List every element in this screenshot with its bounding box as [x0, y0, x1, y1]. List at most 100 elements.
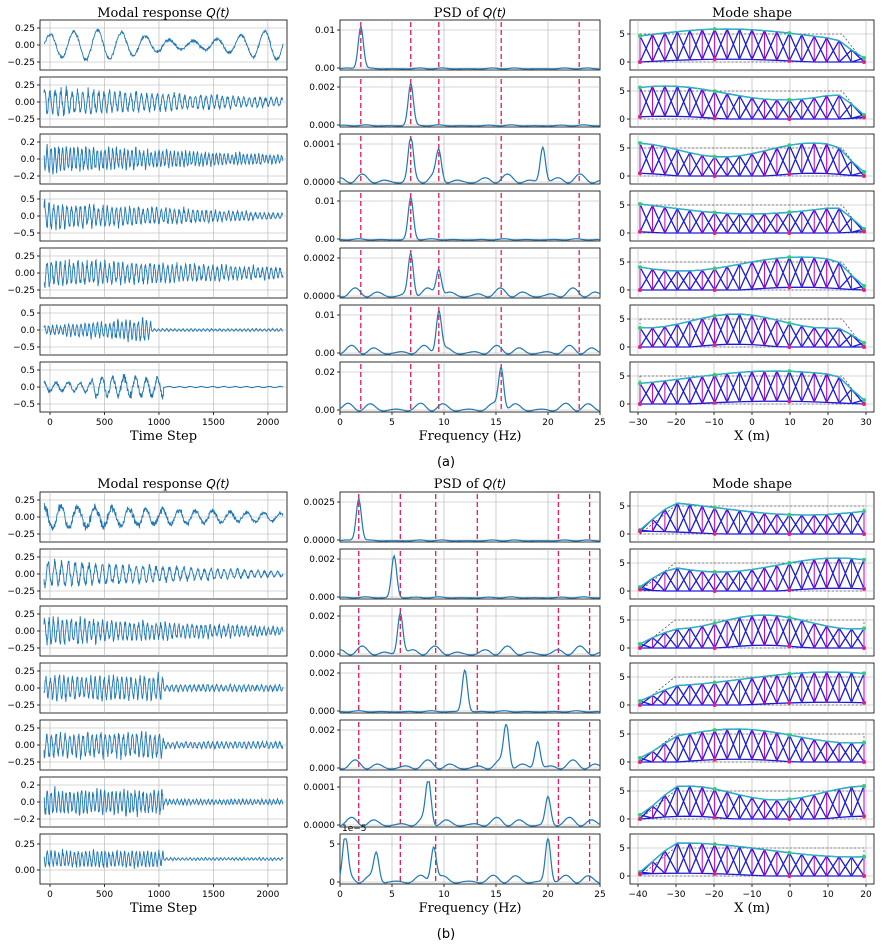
y-tick-label: 0.01	[315, 311, 335, 321]
truss-members	[639, 313, 865, 348]
node-marker	[862, 60, 866, 64]
time-response-axes: 0.25 0.00 −0.25	[7, 491, 288, 543]
response-line	[43, 27, 284, 62]
truss-verticals	[639, 86, 865, 119]
truss-members	[639, 85, 865, 120]
node-marker	[712, 27, 717, 32]
node-marker	[862, 532, 866, 536]
y-tick-label: 0	[619, 58, 625, 68]
node-marker	[862, 874, 866, 878]
psd-line	[339, 498, 600, 542]
node-marker	[638, 34, 642, 38]
node-marker	[638, 85, 642, 90]
response-line	[43, 199, 284, 231]
psd-axes: 0.0002 0.0000	[304, 247, 601, 302]
node-marker	[862, 854, 866, 859]
panel-caption: (a)	[437, 455, 455, 470]
node-marker	[787, 874, 792, 878]
y-tick-label: 5	[619, 502, 625, 512]
y-tick-label: −0.25	[7, 701, 35, 711]
mode-shape-axes: 05	[619, 491, 875, 543]
mode-shape-axes: 05	[619, 776, 875, 828]
axes-frame	[339, 190, 601, 242]
psd-line	[340, 669, 600, 713]
time-response-axes: 0.5 0.0 −0.5	[13, 304, 288, 356]
y-tick-label: 0.00	[15, 866, 35, 876]
node-marker	[862, 740, 866, 745]
node-marker	[712, 569, 717, 574]
y-tick-label: 0.0	[21, 212, 36, 222]
x-tick-label: 25	[594, 890, 605, 900]
y-tick-label: 0.002	[309, 669, 335, 679]
column-title: Modal response Q(t)	[97, 6, 230, 21]
node-marker	[787, 255, 792, 260]
node-marker	[638, 587, 642, 592]
y-tick-label: 0	[619, 115, 625, 125]
time-response-axes: 0.25 0.00 −0.25	[7, 548, 288, 600]
y-tick-label: 5	[619, 673, 625, 683]
time-response-axes: 0.25 0.00 −0.25	[7, 76, 288, 128]
y-tick-label: 5	[619, 315, 625, 325]
node-marker	[862, 586, 866, 591]
psd-axes: 0.01 0.00	[315, 19, 601, 74]
y-tick-label: −0.25	[7, 115, 35, 125]
y-tick-label: −0.5	[13, 400, 35, 410]
truss-top-chord	[639, 557, 865, 588]
axis-label: Time Step	[130, 901, 197, 916]
truss-members	[639, 557, 865, 592]
psd-axes: 5 0 1e−5 0 5 10 15 20 25	[329, 824, 605, 900]
y-tick-label: 0.25	[15, 610, 35, 620]
truss-verticals	[639, 314, 865, 347]
response-line	[43, 317, 284, 343]
truss-members	[639, 614, 865, 649]
y-tick-label: 0.002	[309, 612, 335, 622]
node-marker	[787, 399, 792, 404]
y-tick-label: 0.00	[15, 570, 35, 580]
x-tick-label: 15	[490, 890, 501, 900]
node-marker	[712, 116, 717, 121]
node-marker	[638, 325, 642, 330]
truss-members	[639, 842, 865, 877]
node-marker	[787, 321, 792, 326]
truss-members	[639, 502, 865, 535]
node-marker	[712, 342, 717, 347]
axes-frame	[339, 833, 601, 885]
node-marker	[787, 345, 792, 349]
node-marker	[787, 172, 792, 177]
truss-top-chord	[639, 28, 865, 59]
y-tick-label: 0.0000	[304, 536, 336, 546]
response-line	[43, 85, 284, 117]
y-tick-label: −0.5	[13, 229, 35, 239]
node-marker	[638, 703, 642, 707]
node-marker	[787, 817, 792, 821]
x-tick-label: 1000	[148, 418, 171, 428]
node-marker	[787, 850, 792, 855]
time-response-axes: 0.25 0.00 −0.25	[7, 605, 288, 657]
y-tick-label: 0	[619, 343, 625, 353]
axes-frame	[339, 304, 601, 356]
y-tick-label: 0	[619, 872, 625, 882]
truss-members	[639, 728, 865, 763]
axes-frame	[339, 76, 601, 128]
y-tick-label: 0.2	[21, 138, 35, 148]
x-tick-label: 0	[787, 890, 793, 900]
y-tick-label: 0	[619, 815, 625, 825]
y-tick-label: −0.25	[7, 530, 35, 540]
mode-shape-axes: 05	[619, 19, 875, 71]
psd-axes: 0.02 0.000 5 10 15 20 25	[315, 361, 606, 428]
truss-top-chord	[639, 370, 865, 401]
node-marker	[787, 31, 792, 36]
node-marker	[712, 266, 717, 271]
node-marker	[787, 97, 792, 102]
response-line	[43, 143, 284, 175]
time-response-axes: 0.2 0.0 −0.2	[13, 776, 288, 828]
truss-verticals	[639, 29, 865, 62]
x-tick-label: 0	[47, 418, 53, 428]
y-tick-label: 0.000	[309, 707, 335, 717]
y-tick-label: 0.002	[309, 555, 335, 565]
response-line	[43, 848, 284, 869]
time-response-axes: 0.25 0.00 −0.25	[7, 19, 288, 71]
y-tick-label: 0.25	[15, 496, 35, 506]
psd-axes: 0.002 0.000	[309, 548, 601, 603]
panel-caption: (b)	[437, 927, 455, 942]
